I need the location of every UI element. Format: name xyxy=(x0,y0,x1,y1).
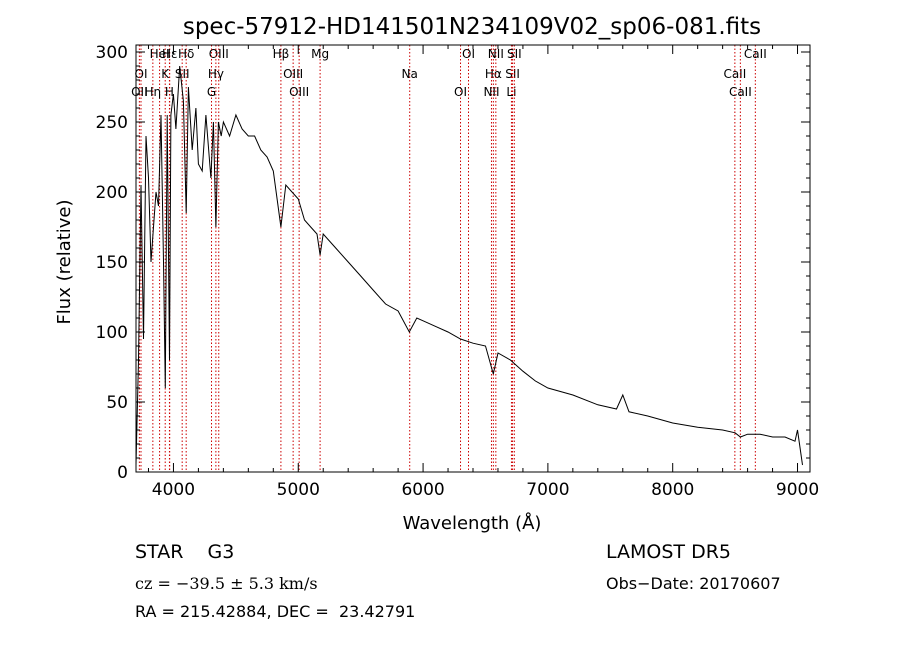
line-marker-label: OIII xyxy=(209,47,229,61)
line-marker-label: CaII xyxy=(723,67,746,81)
line-marker-label: K xyxy=(161,67,170,81)
x-tick-label: 8000 xyxy=(651,480,694,500)
x-axis-label: Wavelength (Å) xyxy=(403,512,542,534)
x-tick-label: 9000 xyxy=(776,480,819,500)
spectrum-series xyxy=(135,65,803,466)
obs-date-text: Obs−Date: 20170607 xyxy=(606,574,781,593)
y-axis-label: Flux (relative) xyxy=(54,199,75,324)
line-marker-label: NII xyxy=(488,47,504,61)
line-marker-label: SII xyxy=(175,67,190,81)
line-marker-label: Hγ xyxy=(208,67,224,81)
line-marker-label: G xyxy=(207,85,216,99)
line-marker-label: OI xyxy=(462,47,475,61)
line-marker-label: Li xyxy=(506,85,516,99)
x-tick-label: 5000 xyxy=(277,480,320,500)
y-tick-label: 200 xyxy=(96,183,128,203)
line-marker-label: OIII xyxy=(283,67,303,81)
object-class-text: STAR G3 xyxy=(135,541,235,563)
line-marker-label: NII xyxy=(483,85,499,99)
coordinates-text: RA = 215.42884, DEC = 23.42791 xyxy=(135,602,416,621)
redshift-text: cz = −39.5 ± 5.3 km/s xyxy=(135,574,318,593)
y-tick-label: 100 xyxy=(96,323,128,343)
y-tick-label: 300 xyxy=(96,43,128,63)
line-marker-label: SII xyxy=(507,47,522,61)
y-tick-label: 150 xyxy=(96,253,128,273)
y-tick-label: 250 xyxy=(96,113,128,133)
line-marker-label: CaII xyxy=(744,47,767,61)
line-marker-label: Hδ xyxy=(178,47,194,61)
chart-title: spec-57912-HD141501N234109V02_sp06-081.f… xyxy=(183,14,761,40)
y-tick-label: 50 xyxy=(106,393,128,413)
y-tick-label: 0 xyxy=(117,463,128,483)
line-marker-label: Hη xyxy=(145,85,162,99)
x-tick-label: 7000 xyxy=(526,480,569,500)
plot-frame xyxy=(135,44,811,473)
line-marker-label: Mg xyxy=(311,47,329,61)
line-markers: HδKHHεOIOIIHeISIIHηOIIIHγGHβOIIIOIIIMgNa… xyxy=(131,45,767,472)
survey-name: LAMOST DR5 xyxy=(606,541,731,563)
line-marker-label: OI xyxy=(135,67,148,81)
line-marker-label: OII xyxy=(131,85,148,99)
x-tick-label: 4000 xyxy=(152,480,195,500)
line-marker-label: Hα xyxy=(485,67,502,81)
line-marker-label: Hβ xyxy=(273,47,290,61)
x-axis: 4000 5000 6000 7000 8000 9000 xyxy=(147,45,819,500)
line-marker-label: Na xyxy=(402,67,418,81)
spectrum-line xyxy=(135,65,803,466)
line-marker-label: OI xyxy=(454,85,467,99)
line-marker-label: HeI xyxy=(150,47,170,61)
y-axis: 0 50 100 150 200 250 300 xyxy=(96,43,810,483)
line-marker-label: CaII xyxy=(729,85,752,99)
line-marker-label: SII xyxy=(505,67,520,81)
line-marker-label: OIII xyxy=(289,85,309,99)
x-tick-label: 6000 xyxy=(401,480,444,500)
